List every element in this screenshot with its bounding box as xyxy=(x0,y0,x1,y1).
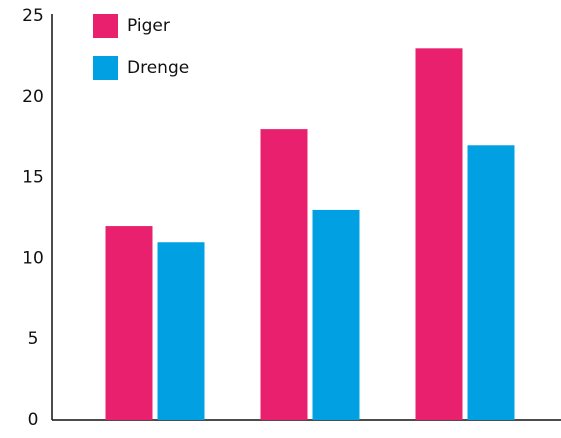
y-tick-label: 0 xyxy=(28,410,39,430)
legend-label: Drenge xyxy=(127,58,189,78)
bar xyxy=(467,145,515,420)
bar xyxy=(415,48,463,420)
y-tick-label: 15 xyxy=(22,168,44,188)
bar xyxy=(312,209,360,420)
bar xyxy=(105,226,153,420)
y-tick-label: 5 xyxy=(28,329,39,349)
y-tick-label: 25 xyxy=(22,6,44,26)
y-tick-label: 20 xyxy=(22,87,44,107)
legend-swatch xyxy=(93,56,118,80)
legend-label: Piger xyxy=(127,16,170,36)
y-tick-label: 10 xyxy=(22,248,44,268)
bar xyxy=(260,129,308,420)
legend-swatch xyxy=(93,14,118,38)
bar xyxy=(157,242,205,420)
